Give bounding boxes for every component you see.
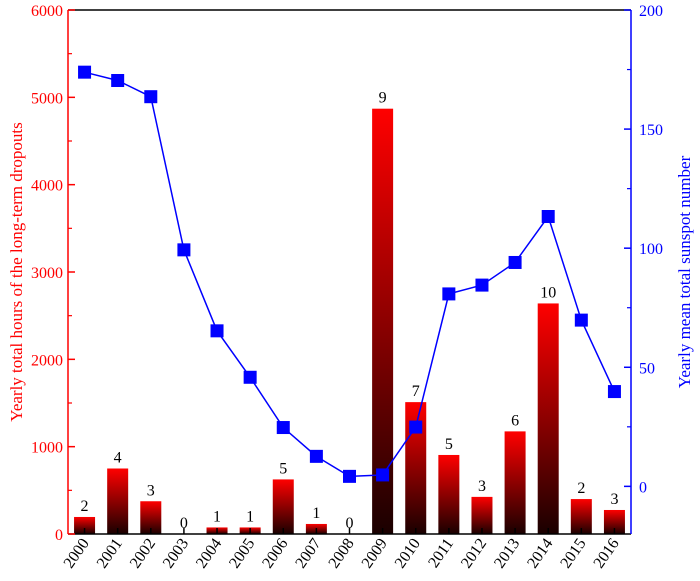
x-tick-label: 2008 [325,536,357,572]
bar [603,509,625,534]
bar-label: 5 [445,436,453,453]
bar-label: 1 [213,508,221,525]
bar [504,431,526,534]
sunspot-marker [177,243,191,257]
sunspot-line [84,71,616,478]
bar-label: 4 [114,450,122,467]
bar-label: 2 [81,498,89,515]
bar-label: 0 [180,515,188,532]
x-tick-label: 2011 [425,536,457,571]
sunspot-marker [276,421,290,435]
sunspot-marker [309,449,323,463]
bar [272,479,294,534]
bar-label: 0 [346,515,354,532]
sunspot-marker [376,468,390,482]
right-tick-label: 100 [639,241,663,258]
x-tick-label: 2003 [160,536,192,572]
sunspot-marker [111,74,125,88]
x-tick-label: 2015 [557,536,589,572]
sunspot-series [78,65,621,483]
left-tick-label: 2000 [31,352,63,369]
sunspot-marker [442,287,456,301]
sunspot-marker [541,210,555,224]
bar [107,468,129,534]
sunspot-marker [243,370,257,384]
bar [570,499,592,534]
x-tick-label: 2006 [259,536,291,572]
left-tick-label: 5000 [31,90,63,107]
right-tick-label: 50 [639,360,655,377]
x-tick-label: 2013 [491,536,523,572]
x-tick-label: 2010 [392,536,424,572]
x-tick-label: 2002 [127,536,159,572]
bar-label: 7 [412,383,420,400]
x-tick-label: 2012 [458,536,490,572]
x-tick-label: 2005 [226,536,258,572]
bar [74,516,96,534]
sunspot-marker [78,65,92,79]
sunspot-marker [508,255,522,269]
bar [471,496,493,534]
left-tick-label: 1000 [31,440,63,457]
sunspot-marker [574,313,588,327]
sunspot-marker [409,420,423,434]
right-tick-label: 150 [639,122,663,139]
x-tick-label: 2000 [61,536,93,572]
left-axis-title: Yearly total hours of the long-term drop… [7,122,26,422]
sunspot-marker [144,90,158,104]
x-tick-label: 2004 [193,536,225,572]
sunspot-marker [607,385,621,399]
x-tick-label: 2009 [359,536,391,572]
sunspot-marker [210,324,224,338]
sunspot-marker [343,469,356,483]
bar-label: 9 [379,90,387,107]
left-tick-label: 0 [55,527,63,544]
bar-label: 1 [246,508,254,525]
bar [537,303,559,534]
right-tick-label: 0 [639,479,647,496]
bar-label: 3 [610,491,618,508]
x-tick-label: 2001 [94,536,126,572]
left-tick-label: 4000 [31,178,63,195]
bar [438,454,460,534]
left-tick-label: 6000 [31,3,63,20]
bar-label: 5 [279,460,287,477]
bar-label: 3 [478,478,486,495]
right-tick-label: 200 [639,3,663,20]
left-tick-label: 3000 [31,265,63,282]
x-tick-label: 2007 [292,536,324,572]
bar-label: 2 [577,480,585,497]
bar [372,108,394,534]
right-axis-title: Yearly mean total sunspot number [675,155,694,388]
bar-label: 1 [312,505,320,522]
bar-label: 10 [540,284,556,301]
bar-label: 6 [511,412,519,429]
bar [140,501,162,534]
x-tick-label: 2014 [524,536,556,572]
sunspot-marker [475,278,489,292]
bar-label: 3 [147,482,155,499]
x-tick-label: 2016 [590,536,622,572]
